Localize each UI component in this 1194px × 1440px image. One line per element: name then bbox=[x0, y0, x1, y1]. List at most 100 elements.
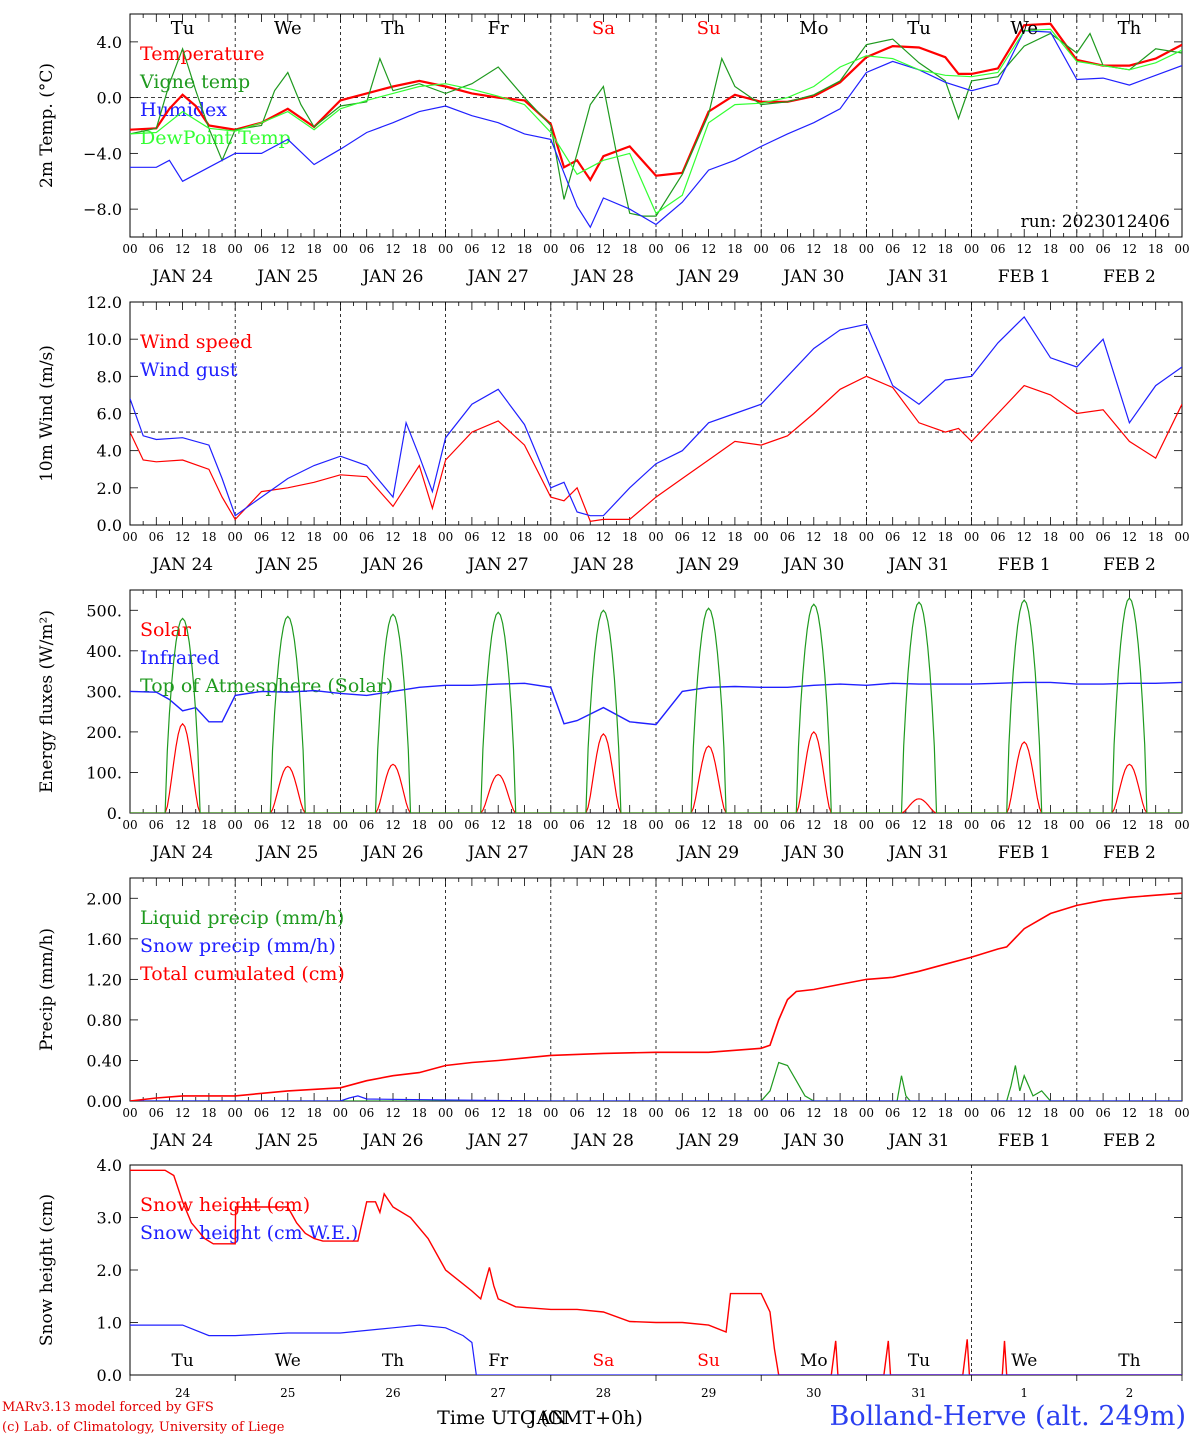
y-tick-label: 1.60 bbox=[86, 930, 122, 949]
top-day-name: Mo bbox=[799, 18, 828, 39]
top-day-name: We bbox=[1010, 18, 1038, 39]
hour-tick-label: 00 bbox=[333, 818, 348, 832]
date-label: FEB 1 bbox=[998, 267, 1051, 287]
hour-tick-label: 12 bbox=[701, 530, 716, 544]
bottom-day-name: Th bbox=[382, 1351, 404, 1371]
hour-tick-label: 18 bbox=[622, 818, 637, 832]
hour-tick-label: 06 bbox=[149, 242, 164, 256]
hour-tick-label: 00 bbox=[1069, 530, 1084, 544]
date-label: JAN 24 bbox=[150, 267, 213, 287]
panel-frame bbox=[129, 589, 1183, 814]
series-line-snow-height-cm-w-e- bbox=[130, 1324, 1182, 1375]
hour-tick-label: 00 bbox=[964, 530, 979, 544]
date-label: JAN 29 bbox=[676, 1131, 739, 1151]
series-line-infrared bbox=[130, 681, 1182, 726]
hour-tick-label: 18 bbox=[412, 818, 427, 832]
hour-tick-label: 00 bbox=[859, 1106, 874, 1120]
hour-tick-label: 18 bbox=[727, 1106, 742, 1120]
hour-tick-label: 06 bbox=[675, 1106, 690, 1120]
hour-tick-label: 12 bbox=[1017, 530, 1032, 544]
date-label: JAN 29 bbox=[676, 843, 739, 863]
day-number-label: 26 bbox=[385, 1386, 400, 1400]
hour-tick-label: 00 bbox=[754, 530, 769, 544]
hour-tick-label: 18 bbox=[832, 530, 847, 544]
hour-tick-label: 12 bbox=[806, 1106, 821, 1120]
chart-panel-3: 00 06 12 18 JAN 24 00 06 12 18 JAN 25 00 06 12 18 JAN … bbox=[37, 589, 1190, 863]
hour-tick-label: 06 bbox=[885, 818, 900, 832]
hour-tick-label: 12 bbox=[280, 818, 295, 832]
bottom-day-name: Sa bbox=[593, 1351, 615, 1371]
hour-tick-label: 00 bbox=[122, 530, 137, 544]
hour-tick-label: 18 bbox=[306, 242, 321, 256]
hour-tick-label: 18 bbox=[832, 242, 847, 256]
hour-tick-label: 00 bbox=[964, 818, 979, 832]
hour-tick-label: 12 bbox=[1122, 818, 1137, 832]
hour-tick-label: 18 bbox=[201, 530, 216, 544]
hour-tick-label: 00 bbox=[543, 1106, 558, 1120]
hour-tick-label: 00 bbox=[1069, 818, 1084, 832]
y-axis-label: Snow height (cm) bbox=[37, 1194, 57, 1346]
hour-tick-label: 18 bbox=[412, 242, 427, 256]
hour-tick-label: 00 bbox=[228, 1106, 243, 1120]
hour-tick-label: 00 bbox=[964, 1106, 979, 1120]
hour-tick-label: 00 bbox=[859, 530, 874, 544]
hour-tick-label: 00 bbox=[228, 530, 243, 544]
hour-tick-label: 06 bbox=[569, 1106, 584, 1120]
hour-tick-label: 00 bbox=[228, 818, 243, 832]
day-number-label: 31 bbox=[911, 1386, 926, 1400]
date-label: JAN 31 bbox=[886, 1131, 949, 1151]
y-tick-label: 0.00 bbox=[86, 1092, 122, 1111]
date-label: JAN 24 bbox=[150, 1131, 213, 1151]
legend-entry: Humidex bbox=[140, 99, 227, 121]
y-tick-label: 200. bbox=[86, 723, 122, 742]
hour-tick-label: 06 bbox=[254, 242, 269, 256]
y-tick-label: 0. bbox=[107, 804, 122, 823]
y-tick-label: 0.80 bbox=[86, 1011, 122, 1030]
legend-entry: Snow height (cm) bbox=[140, 1194, 310, 1216]
day-number-label: 27 bbox=[491, 1386, 506, 1400]
hour-tick-label: 06 bbox=[464, 530, 479, 544]
hour-tick-label: 00 bbox=[122, 242, 137, 256]
hour-tick-label: 00 bbox=[1174, 242, 1189, 256]
y-tick-label: 500. bbox=[86, 601, 122, 620]
date-label: JAN 29 bbox=[676, 267, 739, 287]
legend: Solar Infrared Top of Atmesphere (Solar) bbox=[140, 619, 393, 697]
hour-tick-label: 00 bbox=[1174, 1106, 1189, 1120]
model-credit-line-2: (c) Lab. of Climatology, University of L… bbox=[2, 1420, 285, 1435]
legend-entry: Wind speed bbox=[140, 331, 252, 353]
y-tick-label: 3.0 bbox=[97, 1209, 122, 1228]
hour-tick-label: 18 bbox=[201, 1106, 216, 1120]
top-day-name: Fr bbox=[488, 18, 509, 39]
y-axis-label: Energy fluxes (W/m²) bbox=[37, 610, 57, 793]
hour-tick-label: 18 bbox=[201, 818, 216, 832]
hour-tick-label: 12 bbox=[596, 1106, 611, 1120]
hour-tick-label: 12 bbox=[175, 242, 190, 256]
date-label: JAN 31 bbox=[886, 267, 949, 287]
hour-tick-label: 06 bbox=[254, 530, 269, 544]
hour-tick-label: 06 bbox=[464, 1106, 479, 1120]
top-day-name: Th bbox=[381, 18, 405, 39]
date-label: FEB 1 bbox=[998, 555, 1051, 575]
hour-tick-label: 06 bbox=[885, 242, 900, 256]
bottom-day-name: Tu bbox=[908, 1351, 930, 1371]
y-tick-label: 2.0 bbox=[97, 1261, 122, 1280]
chart-panel-1: 00 06 12 18 JAN 24 00 06 12 18 JAN 25 00 06 12 18 JAN … bbox=[37, 13, 1190, 287]
hour-tick-label: 12 bbox=[280, 1106, 295, 1120]
hour-tick-label: 06 bbox=[885, 1106, 900, 1120]
hour-tick-label: 06 bbox=[885, 530, 900, 544]
date-label: JAN 25 bbox=[255, 267, 318, 287]
chart-panel-5: 24 Tu 25 We 26 Th 27 Fr 28 Sa 29 Su 30 Mo 31 Tu 1 We 2 Th 0.… bbox=[37, 1156, 1183, 1400]
hour-tick-label: 18 bbox=[1148, 242, 1163, 256]
y-tick-label: 6.0 bbox=[97, 405, 122, 424]
bottom-day-name: Fr bbox=[488, 1351, 509, 1371]
hour-tick-label: 12 bbox=[491, 818, 506, 832]
hour-tick-label: 12 bbox=[911, 818, 926, 832]
hour-tick-label: 18 bbox=[622, 530, 637, 544]
series-line-snow-precip-mm-h- bbox=[130, 1095, 1182, 1101]
hour-tick-label: 06 bbox=[990, 1106, 1005, 1120]
date-label: JAN 29 bbox=[676, 555, 739, 575]
top-day-name: Tu bbox=[907, 18, 931, 39]
date-label: FEB 1 bbox=[998, 1131, 1051, 1151]
hour-tick-label: 06 bbox=[254, 818, 269, 832]
hour-tick-label: 18 bbox=[727, 530, 742, 544]
